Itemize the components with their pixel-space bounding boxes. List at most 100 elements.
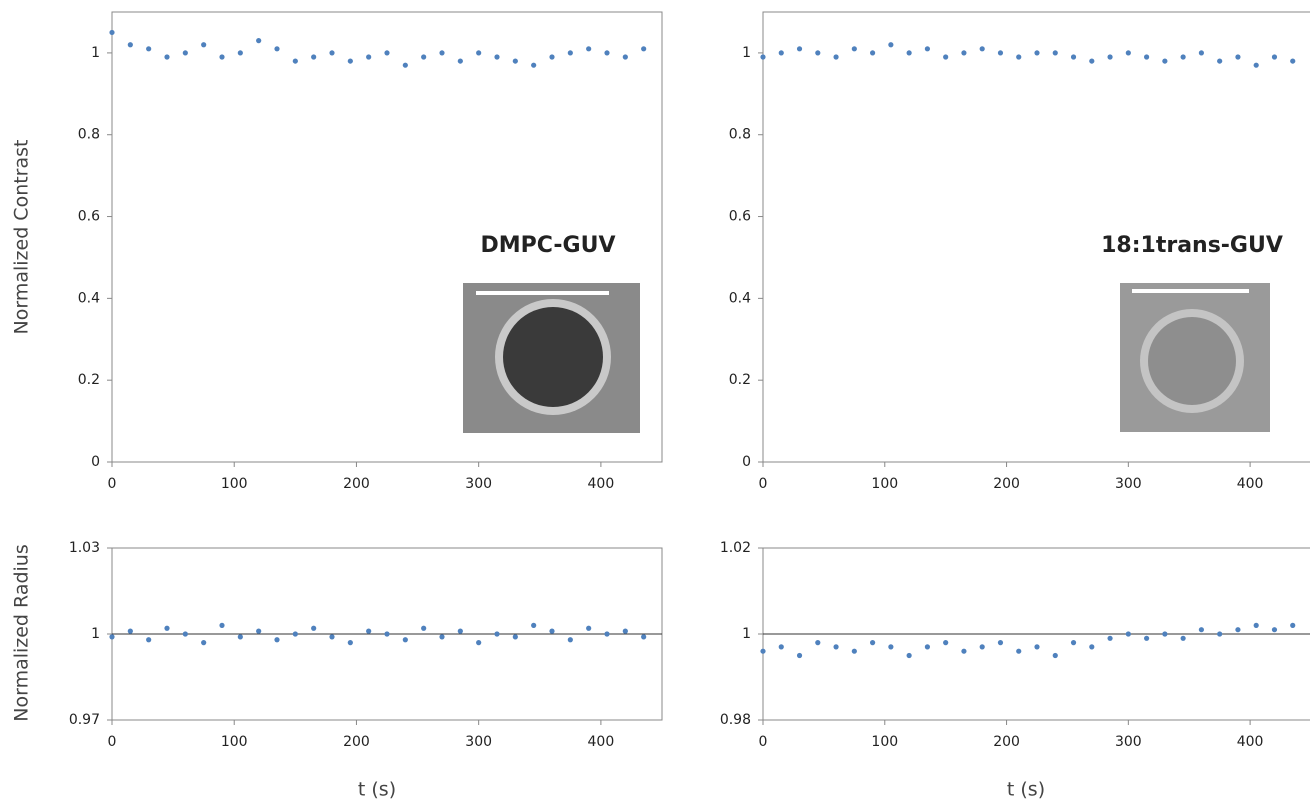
point xyxy=(1162,58,1168,64)
y-axis-label: Normalized Contrast xyxy=(11,140,33,335)
point xyxy=(961,50,967,56)
point xyxy=(796,46,803,52)
x-tick-label: 400 xyxy=(1237,734,1264,750)
point xyxy=(182,50,188,56)
x-tick-label: 300 xyxy=(1115,734,1142,750)
point xyxy=(851,648,857,654)
point xyxy=(1144,635,1150,641)
point xyxy=(1235,54,1241,60)
point xyxy=(549,628,555,634)
point xyxy=(311,54,317,60)
y-tick-label: 0 xyxy=(91,454,100,470)
point xyxy=(549,54,555,60)
point xyxy=(127,42,133,48)
point xyxy=(164,625,170,631)
x-tick-label: 100 xyxy=(871,734,898,750)
point xyxy=(760,648,766,654)
y-tick-label: 0.97 xyxy=(69,712,100,728)
point xyxy=(201,42,207,48)
x-tick-label: 200 xyxy=(993,734,1020,750)
x-tick-label: 400 xyxy=(1237,476,1264,492)
point xyxy=(906,50,912,56)
point xyxy=(494,631,500,637)
point xyxy=(1198,50,1204,56)
point xyxy=(476,640,482,646)
x-tick-label: 0 xyxy=(108,476,117,492)
point xyxy=(641,634,647,640)
x-tick-label: 400 xyxy=(588,734,615,750)
point xyxy=(1052,652,1058,659)
point xyxy=(1052,50,1058,56)
point xyxy=(1070,54,1077,60)
point xyxy=(1253,622,1259,629)
x-tick-label: 200 xyxy=(993,476,1020,492)
point xyxy=(979,644,985,650)
point xyxy=(146,637,152,643)
point xyxy=(1162,631,1168,637)
x-tick-label: 200 xyxy=(343,476,370,492)
plot-frame xyxy=(762,11,1310,463)
point xyxy=(366,54,372,60)
point xyxy=(512,58,518,64)
point xyxy=(924,644,931,650)
point xyxy=(1198,627,1204,633)
point xyxy=(476,50,482,56)
point xyxy=(870,640,876,646)
point xyxy=(256,38,262,44)
point xyxy=(219,622,225,629)
point xyxy=(292,58,298,64)
x-tick-label: 100 xyxy=(871,476,898,492)
point xyxy=(384,50,390,56)
inset-image xyxy=(1120,283,1270,432)
point xyxy=(851,46,857,52)
point xyxy=(164,54,170,60)
y-axis-label: Normalized Radius xyxy=(11,544,33,722)
point xyxy=(567,637,573,643)
point xyxy=(604,50,610,56)
y-tick-label: 1.02 xyxy=(720,540,751,556)
point xyxy=(1217,58,1223,64)
point xyxy=(109,29,115,36)
annotation: 18:1trans-GUV xyxy=(1101,233,1283,258)
point xyxy=(870,50,876,56)
y-tick-label: 0.6 xyxy=(729,209,751,225)
point xyxy=(1144,54,1150,60)
point xyxy=(531,622,537,629)
point xyxy=(329,50,335,56)
y-tick-label: 0.4 xyxy=(729,290,751,306)
point xyxy=(1034,50,1040,56)
point xyxy=(237,50,243,56)
point xyxy=(494,54,500,60)
point xyxy=(888,42,894,48)
point xyxy=(567,50,573,56)
point xyxy=(347,58,353,64)
point xyxy=(997,50,1004,56)
y-tick-label: 0.4 xyxy=(78,290,100,306)
point xyxy=(329,634,335,640)
point xyxy=(1271,54,1278,60)
y-tick-label: 1.03 xyxy=(69,540,100,556)
x-tick-label: 0 xyxy=(108,734,117,750)
point xyxy=(1290,58,1296,64)
y-tick-label: 0.2 xyxy=(729,372,751,388)
y-tick-label: 1 xyxy=(742,626,751,642)
x-tick-label: 300 xyxy=(1115,476,1142,492)
point xyxy=(237,634,243,640)
inset-image xyxy=(463,283,640,433)
point xyxy=(943,54,949,60)
point xyxy=(311,625,317,631)
point xyxy=(439,634,445,640)
point xyxy=(146,46,152,52)
y-tick-label: 1 xyxy=(91,45,100,61)
point xyxy=(457,628,463,634)
point xyxy=(1235,627,1241,633)
annotation: DMPC-GUV xyxy=(480,233,615,258)
point xyxy=(586,625,592,631)
point xyxy=(421,625,427,631)
point xyxy=(622,54,628,60)
point xyxy=(796,652,803,659)
point xyxy=(384,631,390,637)
point xyxy=(256,628,262,634)
point xyxy=(943,640,949,646)
